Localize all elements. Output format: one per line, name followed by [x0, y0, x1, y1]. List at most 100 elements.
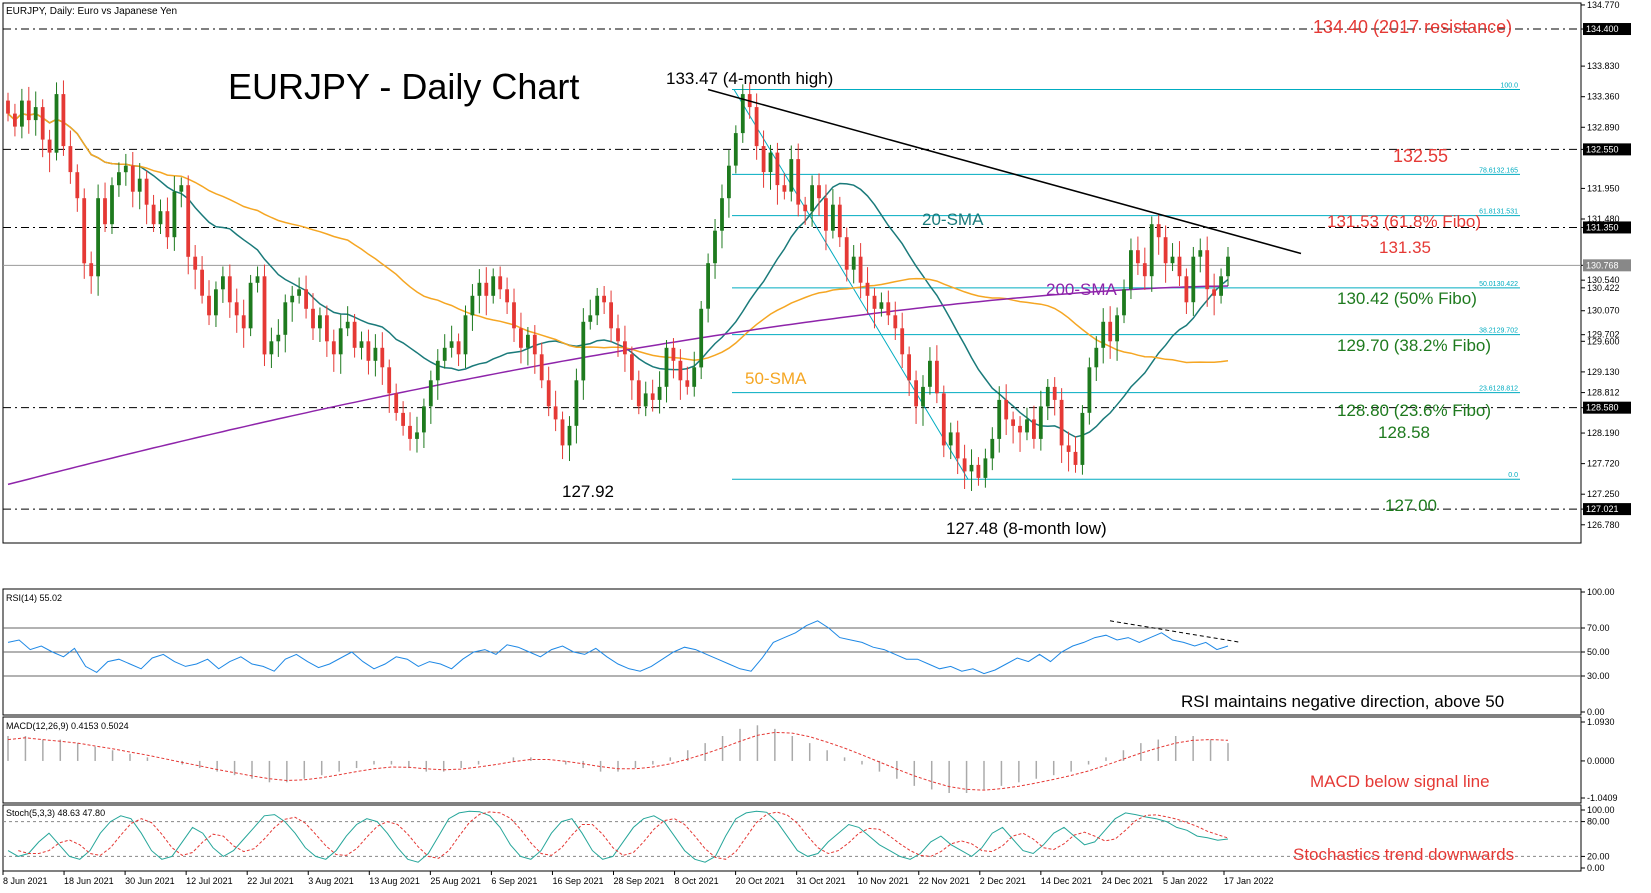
candle-body: [1142, 263, 1147, 277]
candle-body: [345, 321, 350, 329]
candle-body: [110, 185, 114, 225]
price-tick-label: 132.890: [1587, 122, 1620, 132]
date-label: 10 Nov 2021: [858, 876, 909, 886]
fibo-label: 50.0130.422: [1479, 281, 1518, 288]
candle-body: [1212, 289, 1216, 296]
stoch-tick-label: 0.00: [1587, 863, 1605, 873]
candle-body: [1170, 256, 1175, 264]
candle-body: [900, 328, 905, 355]
candle-body: [879, 302, 884, 309]
candle-body: [727, 165, 731, 199]
fibo-label: 0.0: [1508, 472, 1518, 479]
candle-body: [26, 100, 31, 121]
candle-body: [893, 315, 898, 329]
annotation-8-month-low: 127.48 (8-month low): [946, 519, 1107, 538]
candle-body: [609, 302, 613, 329]
candle-body: [470, 295, 475, 316]
price-tag: [1583, 143, 1631, 156]
candle-body: [186, 185, 191, 257]
candle-body: [1025, 419, 1029, 433]
price-tag-label: 132.550: [1586, 144, 1619, 154]
candle-body: [401, 412, 405, 426]
date-label: 25 Aug 2021: [430, 876, 481, 886]
candle-body: [297, 289, 301, 296]
candle-body: [990, 438, 995, 459]
candle-body: [1032, 419, 1036, 439]
stoch-note: Stochastics trend downwards: [1293, 845, 1514, 864]
candle-body: [158, 211, 163, 225]
candle-body: [1129, 250, 1133, 290]
candle-body: [512, 302, 516, 329]
stoch-tick-label: 100.00: [1587, 805, 1615, 815]
candle-body: [976, 464, 981, 478]
annotation-sma20: 20-SMA: [922, 210, 984, 229]
date-label: 13 Aug 2021: [369, 876, 420, 886]
candle-body: [567, 425, 572, 446]
candle-body: [969, 464, 974, 472]
candle-body: [553, 406, 558, 420]
date-label: 22 Nov 2021: [919, 876, 970, 886]
price-tick-label: 130.422: [1587, 283, 1620, 293]
candle-body: [657, 386, 662, 400]
candle-body: [422, 406, 426, 433]
candle-body: [1156, 224, 1161, 238]
candle-body: [941, 393, 946, 446]
annotation-132-55: 132.55: [1393, 146, 1448, 166]
candle-body: [948, 432, 953, 446]
price-tick-label: 128.812: [1587, 388, 1620, 398]
date-label: 6 Sep 2021: [491, 876, 537, 886]
candle-body: [1184, 276, 1189, 303]
candle-body: [359, 341, 364, 348]
rsi-tick-label: 0.00: [1587, 707, 1605, 717]
candle-body: [713, 230, 717, 264]
rsi-tick-label: 70.00: [1587, 623, 1610, 633]
candle-body: [865, 282, 870, 296]
candle-body: [595, 295, 600, 316]
candle-body: [1163, 237, 1168, 264]
candle-body: [630, 354, 634, 381]
price-tick-label: 129.600: [1587, 336, 1620, 346]
date-label: 12 Jul 2021: [186, 876, 233, 886]
date-label: 2 Dec 2021: [980, 876, 1026, 886]
candle-body: [706, 263, 710, 309]
candle-body: [643, 393, 648, 407]
candle-body: [602, 295, 606, 303]
fibonacci-levels: 100.0 78.6132.165 61.8131.531 50.0130.422 38…: [732, 83, 1520, 480]
candle-body: [623, 341, 627, 355]
rsi-tick-label: 50.00: [1587, 647, 1610, 657]
candle-body: [810, 185, 814, 212]
candle-body: [165, 211, 170, 238]
candle-body: [1052, 386, 1057, 400]
rsi-indicator: 100.00 70.00 50.00 30.00 0.00: [3, 587, 1615, 717]
candle-body: [685, 380, 690, 387]
candle-body: [754, 107, 759, 147]
candle-body: [1198, 250, 1203, 257]
candle-body: [318, 315, 322, 329]
candle-body: [408, 425, 412, 439]
date-label: 5 Jan 2022: [1163, 876, 1208, 886]
candle-body: [13, 113, 17, 127]
date-label: 3 Aug 2021: [308, 876, 354, 886]
annotation-128-58: 128.58: [1378, 423, 1430, 442]
candle-body: [200, 269, 204, 296]
candle-body: [907, 354, 911, 381]
candle-body: [179, 185, 184, 192]
candle-body: [144, 178, 149, 205]
candle-body: [283, 302, 288, 335]
candle-body: [269, 341, 274, 355]
candle-body: [75, 172, 80, 199]
candle-body: [262, 276, 267, 355]
candle-body: [796, 159, 801, 205]
candle-body: [1094, 347, 1099, 368]
candle-body: [962, 458, 967, 472]
candle-body: [1219, 276, 1223, 296]
candle-body: [574, 380, 579, 426]
symbol-label: EURJPY, Daily: Euro vs Japanese Yen: [6, 6, 177, 17]
candle-body: [733, 133, 738, 166]
candle-body: [1066, 445, 1071, 452]
candle-body: [123, 165, 128, 173]
date-label: 30 Jun 2021: [125, 876, 175, 886]
candle-body: [886, 302, 891, 316]
candle-body: [1101, 321, 1106, 348]
